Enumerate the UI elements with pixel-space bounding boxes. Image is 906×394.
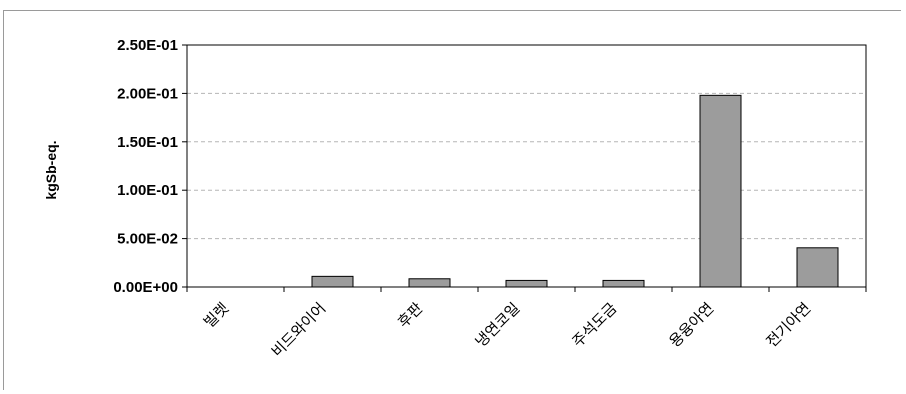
x-tick-label: 전기아연	[763, 299, 815, 351]
bar	[602, 279, 645, 288]
bar	[699, 94, 742, 288]
y-tick-label: 5.00E-02	[117, 231, 178, 248]
x-ticks: 빌렛 비드와이어 후판 냉연코일 주석도금 용융아연 전기아연	[186, 287, 867, 361]
bar	[311, 275, 354, 288]
y-tick-label: 1.00E-01	[117, 182, 178, 199]
bar	[408, 278, 451, 288]
y-ticks: 0.00E+00 5.00E-02 1.00E-01 1.50E-01 2.00E-01…	[113, 37, 187, 296]
chart-frame	[3, 10, 901, 390]
y-tick-label: 1.50E-01	[117, 134, 178, 151]
x-tick-label: 주석도금	[569, 299, 621, 351]
y-tick-label: 0.00E+00	[113, 279, 178, 296]
gridlines	[187, 92, 866, 240]
x-tick-label: 냉연코일	[472, 299, 524, 351]
bars	[311, 94, 839, 288]
plot-area-border	[186, 44, 867, 288]
bar	[796, 247, 839, 288]
x-tick-label: 용융아연	[666, 299, 718, 351]
y-axis-label: kgSb-eq.	[43, 140, 59, 199]
bar	[505, 279, 548, 288]
y-tick-label: 2.00E-01	[117, 85, 178, 102]
x-tick-label: 비드와이어	[268, 299, 330, 361]
x-tick-label: 빌렛	[200, 299, 232, 331]
y-tick-label: 2.50E-01	[117, 37, 178, 54]
x-tick-label: 후판	[394, 299, 426, 331]
